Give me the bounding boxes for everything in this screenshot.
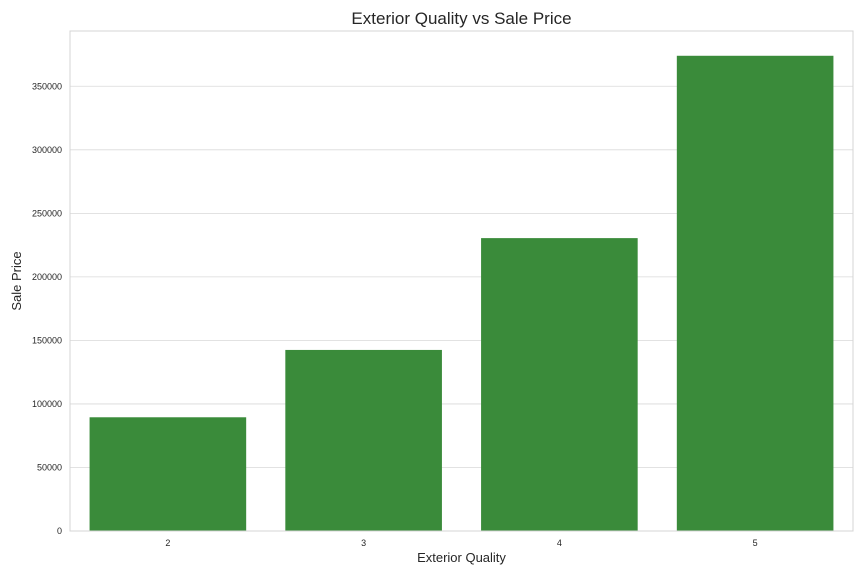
y-tick-label: 300000 — [32, 145, 62, 155]
bar-3 — [285, 349, 442, 531]
y-tick-label: 200000 — [32, 272, 62, 282]
y-tick-label: 350000 — [32, 81, 62, 91]
y-tick-label: 250000 — [32, 208, 62, 218]
y-tick-label: 0 — [57, 526, 62, 536]
x-tick-label: 5 — [753, 538, 758, 548]
x-tick-label: 4 — [557, 538, 562, 548]
y-tick-label: 150000 — [32, 335, 62, 345]
chart-title: Exterior Quality vs Sale Price — [351, 9, 571, 28]
y-tick-label: 100000 — [32, 399, 62, 409]
x-axis-label: Exterior Quality — [417, 550, 506, 565]
bar-2 — [89, 417, 247, 531]
x-tick-labels: 2 3 4 5 — [165, 538, 757, 548]
bar-5 — [676, 55, 834, 531]
y-axis-label: Sale Price — [9, 251, 24, 310]
x-tick-label: 3 — [361, 538, 366, 548]
bar-4 — [481, 238, 638, 531]
y-tick-label: 50000 — [37, 462, 62, 472]
x-tick-label: 2 — [165, 538, 170, 548]
bars — [89, 55, 834, 531]
plot-frame — [69, 30, 854, 532]
y-tick-labels: 0 50000 100000 150000 200000 250000 300000 3500… — [32, 81, 62, 536]
